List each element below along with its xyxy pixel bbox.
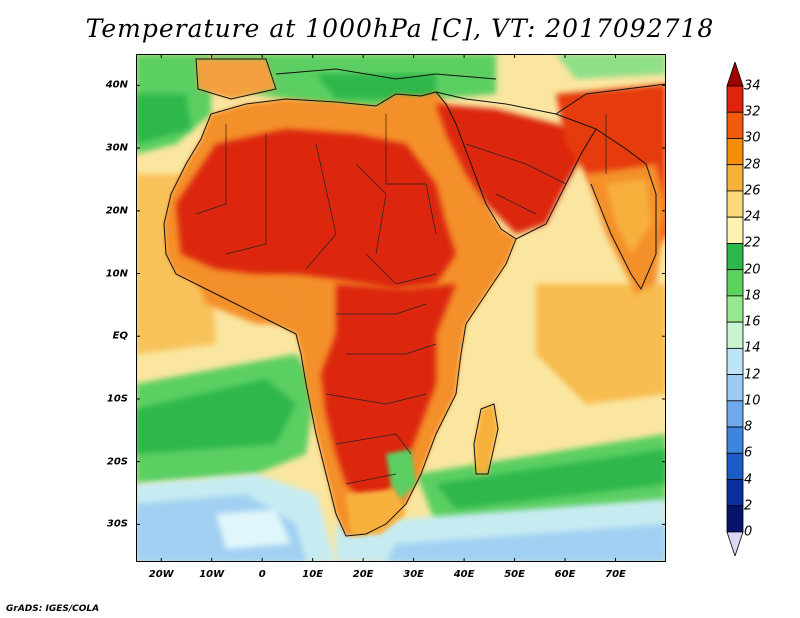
madagascar [474,404,498,474]
colorbar-label: 0 [744,524,753,540]
colorbar-segment [726,164,744,192]
indian-ocean-warm-patch [536,284,666,404]
colorbar-segment [726,479,744,507]
southern-tip-mild [346,489,406,536]
colorbar-label: 18 [744,288,761,304]
colorbar-label: 20 [744,262,761,278]
lon-tick-label: 20E [352,569,374,580]
lat-tick-label: EQ [112,330,128,342]
south-atlantic-pale-patch [216,509,291,549]
colorbar-segment [726,138,744,166]
colorbar-label: 14 [744,340,761,356]
colorbar-label: 2 [744,498,753,514]
colorbar-top-arrow [726,62,744,87]
colorbar-label: 22 [744,235,761,251]
colorbar-label: 12 [744,367,761,383]
colorbar-label: 6 [744,445,753,461]
coastlines [163,58,666,537]
colorbar-segment [726,321,744,349]
colorbar-label: 24 [744,209,761,225]
south-atlantic-dark-green [136,379,296,454]
colorbar-segment [726,190,744,218]
colorbar-label: 34 [744,78,761,94]
colorbar-label: 28 [744,157,761,173]
lon-tick-label: 70E [605,569,626,580]
india-mild [606,179,651,254]
arabia-hot-core [436,104,596,234]
lat-tick-label: 20S [106,456,128,468]
colorbar-segment [726,216,744,244]
colorbar-bottom-arrow [726,531,744,556]
lat-tick-label: 30S [106,518,128,530]
lon-tick-label: 60E [554,569,576,580]
colorbar-label: 4 [744,472,753,488]
colorbar-segment [726,452,744,480]
colorbar-segment [726,269,744,297]
country-borders [195,114,607,485]
lat-tick-label: 10S [106,393,128,405]
lon-tick-label: 40E [453,569,475,580]
south-indian-blue-band [386,524,666,562]
gulf-of-guinea-warm [196,279,301,324]
temperature-map [136,54,666,562]
colorbar-label: 8 [744,419,753,435]
colorbar [726,62,744,556]
colorbar-label: 32 [744,104,761,120]
lon-tick-label: 50E [504,569,525,580]
central-africa-hot-core [321,284,456,499]
lon-tick-label: 10E [302,569,324,580]
north-atlantic-dark-green [136,94,191,144]
lon-tick-label: 30E [403,569,424,580]
lon-tick-label: 0 [258,569,266,580]
lon-tick-label: 10W [199,569,225,580]
northeast-green [556,54,666,79]
lat-tick-label: 40N [105,79,128,91]
colorbar-segment [726,347,744,375]
colorbar-segment [726,295,744,323]
lat-tick-label: 20N [105,205,128,217]
lat-tick-label: 10N [105,268,128,279]
colorbar-segment [726,243,744,271]
map-canvas [136,54,666,562]
colorbar-label: 30 [744,130,761,146]
colorbar-segment [726,400,744,428]
mozambique-green-patch [386,449,416,499]
map-title: Temperature at 1000hPa [C], VT: 20170927… [85,14,715,43]
colorbar-label: 26 [744,183,761,199]
south-indian-dark-green [436,449,666,509]
mediterranean-dark-green [316,74,436,99]
colorbar-label: 16 [744,314,761,330]
colorbar-label: 10 [744,393,761,409]
colorbar-segment [726,85,744,113]
colorbar-segment [726,426,744,454]
colorbar-segment [726,374,744,402]
colorbar-segment [726,505,744,533]
colorbar-segment [726,111,744,139]
lat-tick-label: 30N [105,142,128,154]
axis-ticks [136,54,666,562]
grads-credit: GrADS: IGES/COLA [6,604,100,614]
map-frame [136,54,666,562]
lon-tick-label: 20W [148,569,174,580]
iberia-warm [196,59,276,99]
